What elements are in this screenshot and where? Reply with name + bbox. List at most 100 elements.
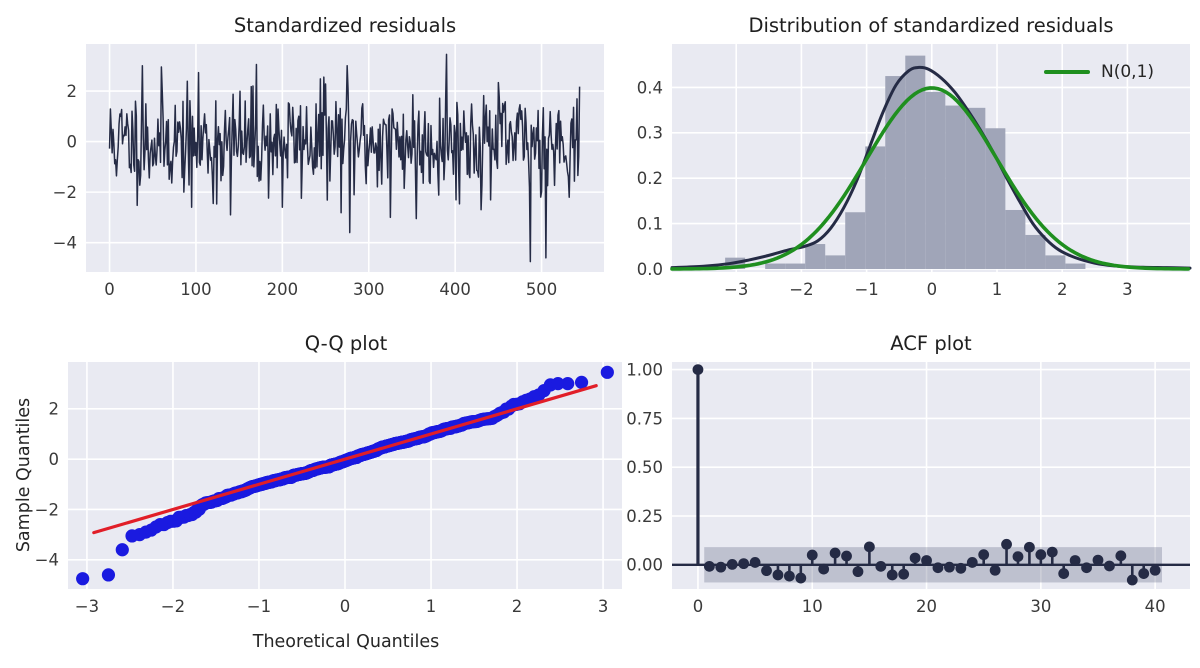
- histogram-bar: [845, 212, 866, 270]
- acf-dot: [703, 560, 715, 572]
- distribution-x-tick-labels: −3 −2 −1 0 1 2 3: [724, 280, 1133, 299]
- qq-point: [574, 375, 589, 389]
- svg-text:20: 20: [916, 597, 937, 616]
- acf-stems: [692, 364, 1161, 586]
- qq-x-tick-labels: −3 −2 −1 0 1 2 3: [75, 597, 609, 616]
- svg-text:400: 400: [439, 280, 471, 299]
- acf-dot: [738, 558, 750, 570]
- svg-text:200: 200: [267, 280, 299, 299]
- histogram-bar: [765, 263, 786, 270]
- svg-text:40: 40: [1145, 597, 1166, 616]
- acf-dot: [1035, 549, 1047, 561]
- histogram-bar: [985, 128, 1006, 270]
- acf-dot: [715, 561, 727, 573]
- acf-dot: [852, 566, 864, 578]
- svg-text:300: 300: [353, 280, 385, 299]
- residuals-y-tick-labels: −4 −2 0 2: [53, 82, 77, 253]
- acf-dot: [783, 570, 795, 582]
- svg-text:−3: −3: [724, 280, 748, 299]
- svg-text:−2: −2: [161, 597, 185, 616]
- svg-text:−2: −2: [789, 280, 813, 299]
- acf-plot-area: [672, 362, 1190, 589]
- acf-dot: [749, 557, 761, 568]
- distribution-title: Distribution of standardized residuals: [748, 14, 1114, 37]
- svg-text:500: 500: [526, 280, 558, 299]
- histogram-bar: [1005, 209, 1026, 270]
- svg-text:0: 0: [67, 133, 78, 152]
- qq-fit-line: [92, 384, 598, 535]
- distribution-y-tick-labels: 0.0 0.1 0.2 0.3 0.4: [637, 78, 663, 279]
- qq-point: [101, 568, 116, 582]
- acf-axes: 0 10 20 30 40 0.00 0.25 0.50 0.75 1.00: [626, 361, 1190, 616]
- qq-point: [115, 543, 129, 557]
- acf-x-tick-labels: 0 10 20 30 40: [693, 597, 1166, 616]
- distribution-histogram-bars: [725, 55, 1086, 270]
- svg-text:0.3: 0.3: [637, 124, 663, 143]
- histogram-bar: [865, 146, 886, 270]
- svg-text:2: 2: [49, 400, 60, 419]
- qq-y-tick-labels: −4 −2 0 2: [35, 400, 59, 570]
- acf-dot: [818, 563, 830, 575]
- svg-text:100: 100: [180, 280, 212, 299]
- histogram-bar: [945, 105, 966, 270]
- acf-dot: [841, 550, 852, 562]
- qq-point: [561, 377, 575, 391]
- histogram-bar: [1045, 255, 1066, 270]
- svg-text:−4: −4: [53, 234, 77, 253]
- acf-dot: [944, 561, 955, 573]
- acf-y-tick-labels: 0.00 0.25 0.50 0.75 1.00: [626, 361, 663, 575]
- histogram-bar: [1025, 234, 1046, 270]
- acf-dot: [978, 549, 990, 561]
- acf-dot: [1046, 546, 1058, 558]
- acf-dot: [1081, 562, 1092, 574]
- svg-text:3: 3: [1122, 280, 1133, 299]
- acf-dot: [1126, 574, 1138, 586]
- svg-text:0: 0: [927, 280, 938, 299]
- acf-dot: [932, 562, 944, 574]
- svg-text:0.4: 0.4: [637, 78, 663, 97]
- acf-dot: [1115, 550, 1127, 562]
- acf-dot: [806, 549, 818, 561]
- acf-dot: [1024, 541, 1035, 553]
- qq-title: Q-Q plot: [304, 332, 388, 355]
- svg-text:0.75: 0.75: [626, 409, 663, 428]
- svg-text:0.2: 0.2: [637, 169, 663, 188]
- svg-text:2: 2: [67, 82, 78, 101]
- svg-text:0: 0: [104, 280, 115, 299]
- svg-text:0.50: 0.50: [626, 458, 663, 477]
- svg-text:1.00: 1.00: [626, 361, 663, 380]
- svg-text:−1: −1: [247, 597, 271, 616]
- svg-text:1: 1: [426, 597, 437, 616]
- svg-text:2: 2: [1057, 280, 1068, 299]
- normal-curve-legend-line: [1044, 69, 1090, 75]
- residuals-title: Standardized residuals: [233, 14, 457, 37]
- svg-text:−4: −4: [35, 551, 59, 570]
- qq-point: [600, 365, 614, 379]
- acf-dot: [1104, 560, 1115, 572]
- histogram-bar: [965, 107, 986, 270]
- histogram-bar: [925, 91, 946, 270]
- acf-dot: [1069, 555, 1081, 566]
- svg-text:2: 2: [512, 597, 523, 616]
- acf-dot: [898, 568, 910, 580]
- acf-dot: [1058, 568, 1070, 579]
- svg-text:−2: −2: [35, 500, 59, 519]
- normal-curve: [670, 86, 1191, 271]
- acf-dot: [761, 565, 772, 577]
- qq-point: [551, 377, 565, 391]
- acf-dot: [955, 562, 967, 574]
- qq-ylabel: Sample Quantiles: [14, 397, 34, 553]
- acf-dot: [1012, 551, 1024, 562]
- svg-text:0.25: 0.25: [626, 507, 663, 526]
- acf-dot: [921, 555, 932, 566]
- acf-dot: [795, 572, 807, 584]
- acf-dot: [966, 557, 978, 568]
- svg-text:30: 30: [1030, 597, 1051, 616]
- acf-dot: [1001, 538, 1012, 550]
- qq-gridlines: [68, 362, 622, 589]
- acf-dot: [875, 560, 887, 572]
- svg-text:0: 0: [340, 597, 351, 616]
- acf-dot: [1092, 554, 1104, 566]
- acf-dot: [829, 547, 841, 559]
